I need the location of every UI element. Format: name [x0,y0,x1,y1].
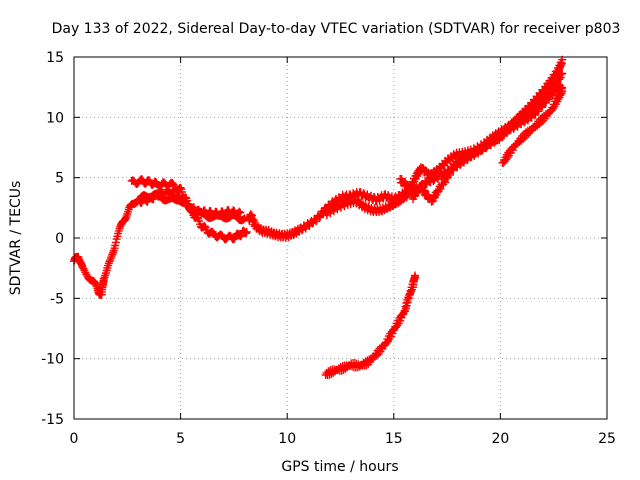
data-point [436,185,445,194]
series-track-c [134,185,245,220]
y-tick-label: 5 [55,171,64,187]
data-point [535,120,544,129]
series-track-g [498,87,567,167]
x-tick-label: 5 [176,431,185,447]
chart-title: Day 133 of 2022, Sidereal Day-to-day VTE… [52,21,621,37]
series-track-a [70,189,249,299]
data-point [445,171,454,179]
series-track-h [321,271,420,379]
y-tick-label: 10 [46,110,64,126]
y-tick-label: -5 [50,291,64,307]
series-track-f [396,69,567,206]
x-tick-label: 20 [491,431,509,447]
data-point [439,180,448,189]
x-axis-label: GPS time / hours [281,459,398,475]
ticks: 0 5 10 15 20 25 -15 -10 -5 0 5 10 15 [41,50,616,447]
y-axis-label: SDTVAR / TECUs [8,181,24,296]
data-point [558,87,567,96]
x-tick-label: 25 [598,431,616,447]
data-point [235,207,244,216]
data-point [514,117,523,126]
data-point [81,268,90,277]
data-layer [70,55,567,379]
data-point [518,113,527,122]
data-point [109,248,118,257]
series-track-e [321,55,567,220]
data-point [517,136,526,145]
data-point [411,272,420,281]
data-point [99,274,108,283]
data-point [519,135,528,144]
series-track-b [127,175,251,244]
data-point [236,208,245,217]
data-point [200,222,209,231]
y-tick-label: -10 [41,352,64,368]
data-point [521,133,529,142]
data-point [528,107,537,116]
y-tick-label: 15 [46,50,64,66]
data-point [79,264,88,273]
data-point [441,178,450,187]
data-point [372,351,381,360]
data-point [369,353,377,362]
data-point [242,228,251,236]
y-tick-label: 0 [55,231,64,247]
data-point [450,163,459,171]
y-tick-label: -15 [41,412,64,428]
data-point [558,69,567,78]
data-point [448,164,457,173]
data-point [315,213,324,222]
data-point [138,175,147,184]
data-point [82,270,91,279]
data-point [530,106,539,115]
series-track-d [244,80,567,242]
data-point [533,101,542,110]
data-point [479,144,488,153]
x-tick-label: 15 [385,431,403,447]
data-point [215,212,223,220]
data-point [107,252,116,261]
data-point [337,203,345,212]
data-point [469,150,478,159]
x-tick-label: 10 [278,431,296,447]
data-point [474,148,483,156]
x-tick-label: 0 [70,431,79,447]
data-point [535,100,543,109]
